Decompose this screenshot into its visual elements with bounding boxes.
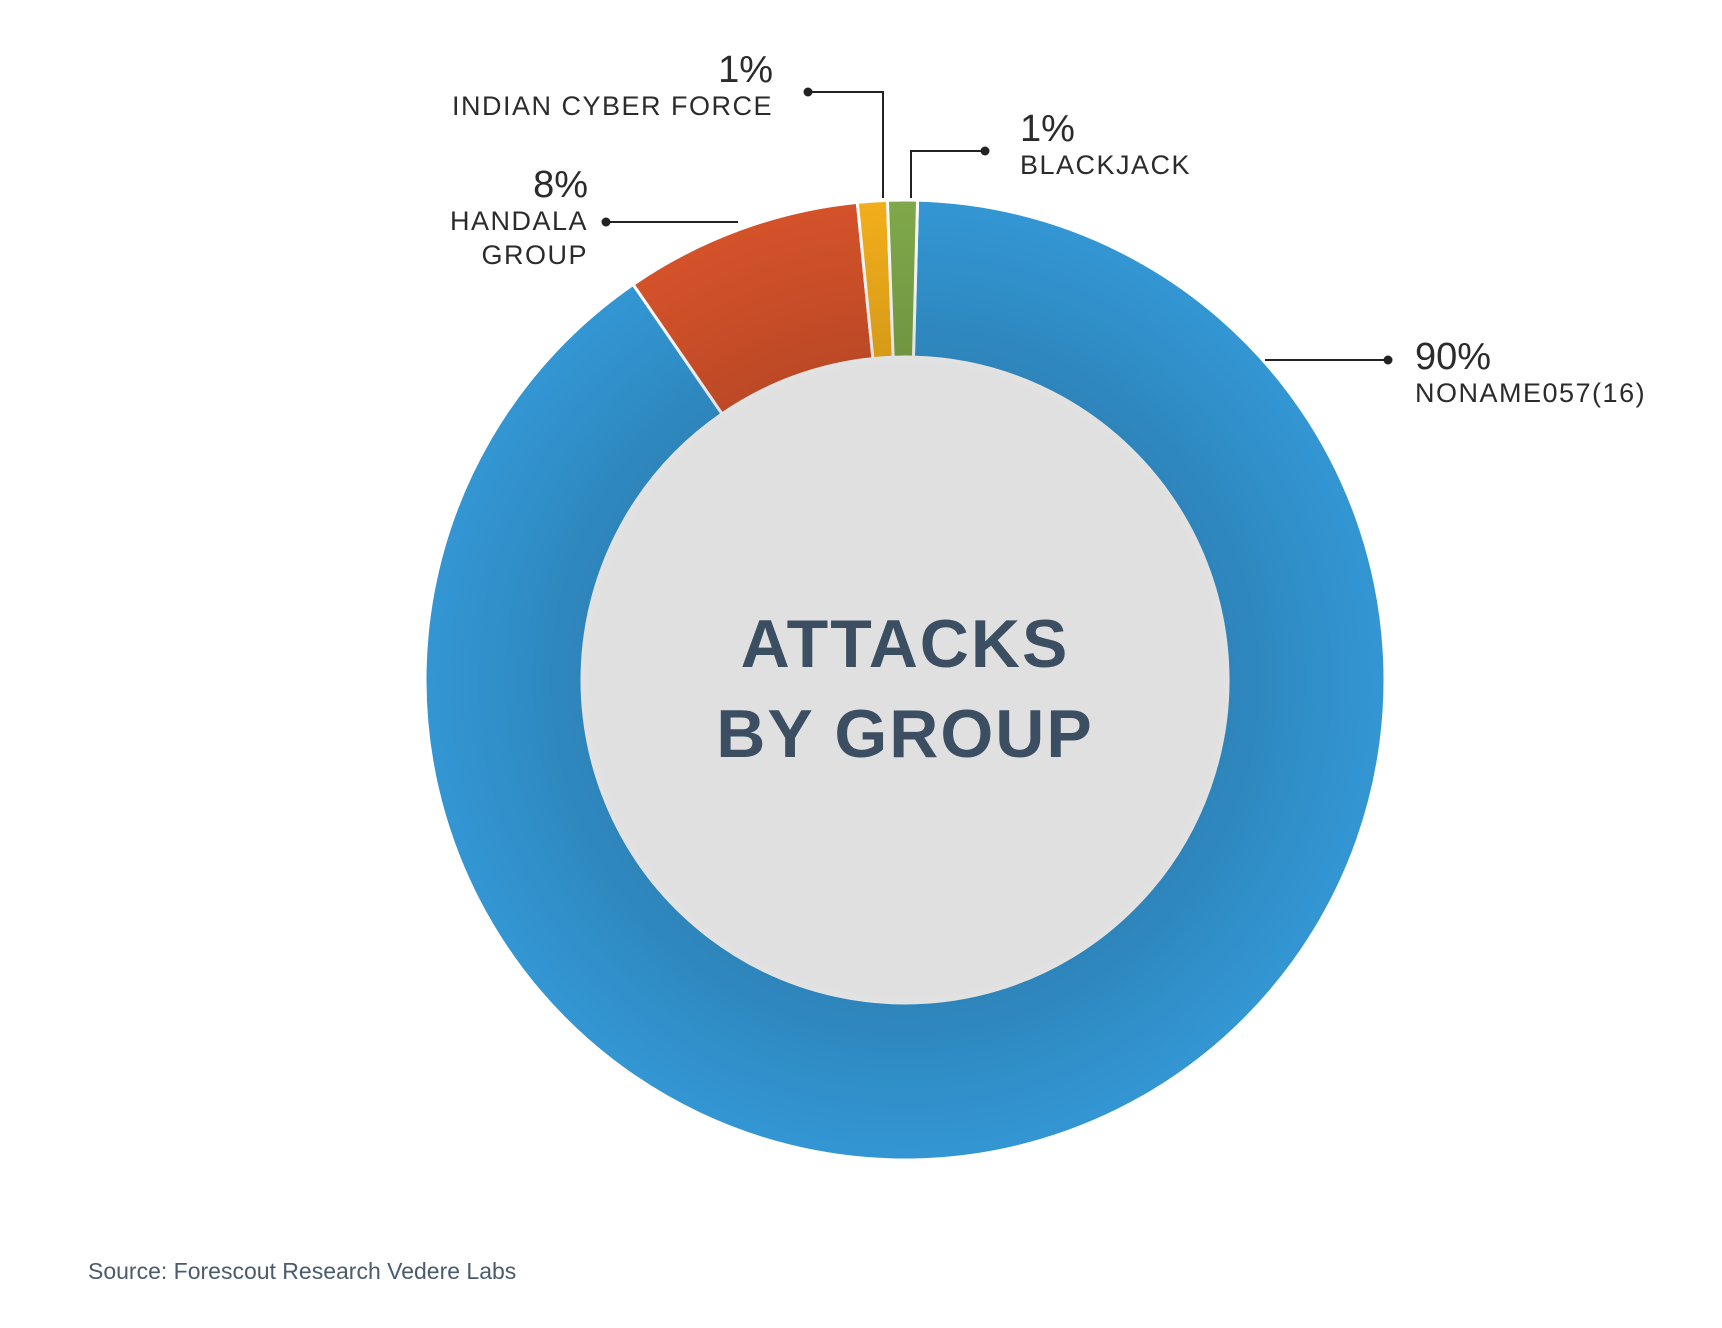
leader-dot-indian-cyber-force: [803, 87, 813, 97]
slice-label-handala-group-line-1: HANDALA: [450, 206, 588, 236]
slice-percent-noname057-16: 90%: [1415, 336, 1491, 378]
center-title-line-2: BY GROUP: [716, 696, 1093, 772]
slice-label-blackjack: BLACKJACK: [1020, 150, 1191, 180]
label-leaders: [601, 87, 1393, 365]
slice-label-noname057-16: NONAME057(16): [1415, 378, 1646, 408]
center-title-line-1: ATTACKS: [741, 606, 1070, 682]
leader-line-indian-cyber-force: [808, 91, 884, 198]
leader-dot-blackjack: [980, 146, 990, 156]
leader-dot-handala-group: [601, 217, 611, 227]
slice-label-indian-cyber-force: INDIAN CYBER FORCE: [452, 91, 773, 121]
source-note: Source: Forescout Research Vedere Labs: [88, 1258, 517, 1284]
slice-percent-handala-group: 8%: [533, 164, 588, 206]
slice-blackjack: [885, 198, 920, 359]
slice-percent-blackjack: 1%: [1020, 108, 1075, 150]
leader-dot-noname057-16: [1383, 355, 1393, 365]
slice-label-handala-group-line-2: GROUP: [481, 240, 588, 270]
leader-line-blackjack: [910, 150, 985, 198]
slice-percent-indian-cyber-force: 1%: [718, 49, 773, 91]
